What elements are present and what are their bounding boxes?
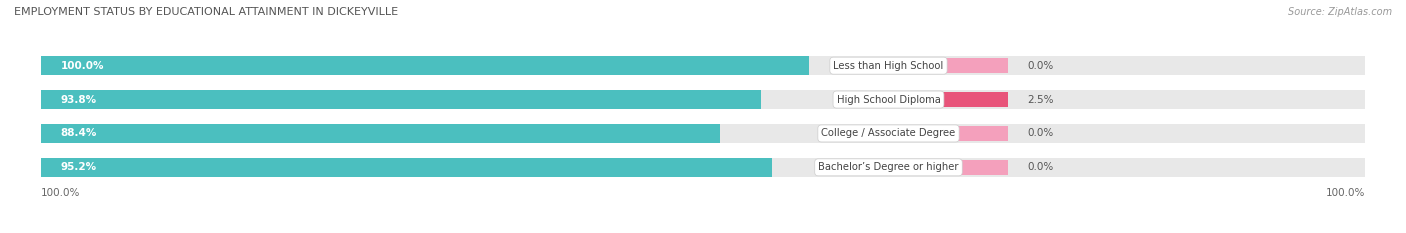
Bar [41, 90, 761, 109]
Bar [41, 158, 1365, 177]
Text: 0.0%: 0.0% [1028, 128, 1054, 138]
Text: College / Associate Degree: College / Associate Degree [821, 128, 956, 138]
Text: High School Diploma: High School Diploma [837, 95, 941, 105]
Text: Less than High School: Less than High School [834, 61, 943, 71]
Bar [41, 90, 1365, 109]
Bar [41, 124, 1365, 143]
Bar [942, 58, 1008, 73]
Text: Source: ZipAtlas.com: Source: ZipAtlas.com [1288, 7, 1392, 17]
Text: 100.0%: 100.0% [60, 61, 104, 71]
Bar [942, 160, 1008, 175]
Text: 2.5%: 2.5% [1028, 95, 1054, 105]
Text: 93.8%: 93.8% [60, 95, 97, 105]
Bar [942, 92, 1008, 107]
Text: EMPLOYMENT STATUS BY EDUCATIONAL ATTAINMENT IN DICKEYVILLE: EMPLOYMENT STATUS BY EDUCATIONAL ATTAINM… [14, 7, 398, 17]
Bar [41, 56, 808, 75]
Text: 0.0%: 0.0% [1028, 162, 1054, 172]
Bar [41, 56, 1365, 75]
Bar [41, 158, 772, 177]
Bar [942, 126, 1008, 141]
Text: 100.0%: 100.0% [41, 188, 80, 198]
Text: 0.0%: 0.0% [1028, 61, 1054, 71]
Bar [41, 124, 720, 143]
Text: 100.0%: 100.0% [1326, 188, 1365, 198]
Text: 95.2%: 95.2% [60, 162, 97, 172]
Text: Bachelor’s Degree or higher: Bachelor’s Degree or higher [818, 162, 959, 172]
Text: 88.4%: 88.4% [60, 128, 97, 138]
